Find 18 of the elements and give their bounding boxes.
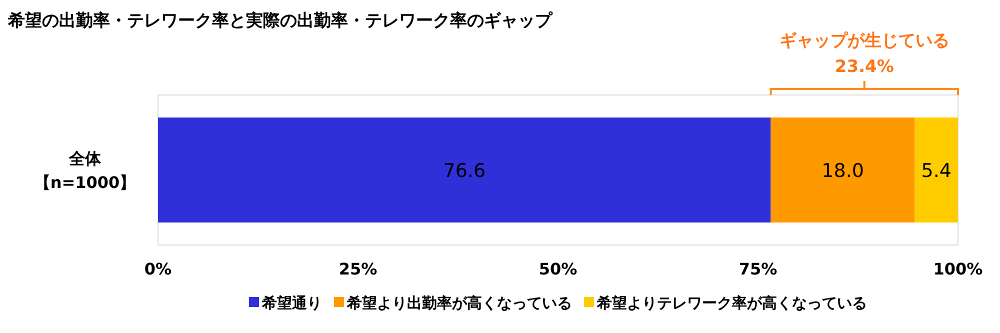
x-tick-label: 25% (338, 259, 378, 278)
y-tick-label: 全体【n=1000】 (34, 149, 136, 192)
bar (914, 118, 958, 222)
text: ギャップが生じている (779, 31, 950, 51)
chart-title: 希望の出勤率・テレワーク率と実際の出勤率・テレワーク率のギャップ (7, 11, 553, 31)
x-tick-label: 75% (738, 259, 778, 278)
legend-label: 希望よりテレワーク率が高くなっている (596, 294, 867, 312)
data-label: 18.0 (822, 160, 864, 182)
x-tick-label: 0% (144, 259, 172, 278)
data-label: 5.4 (921, 160, 952, 182)
legend-label: 希望通り (261, 294, 322, 312)
x-tick-label: 50% (538, 259, 578, 278)
data-label: 76.6 (443, 160, 486, 182)
x-tick-label: 100% (933, 259, 983, 278)
bar (158, 118, 771, 222)
bar (770, 118, 915, 222)
legend-label: 希望より出勤率が高くなっている (346, 294, 572, 312)
text: 23.4% (834, 57, 894, 77)
